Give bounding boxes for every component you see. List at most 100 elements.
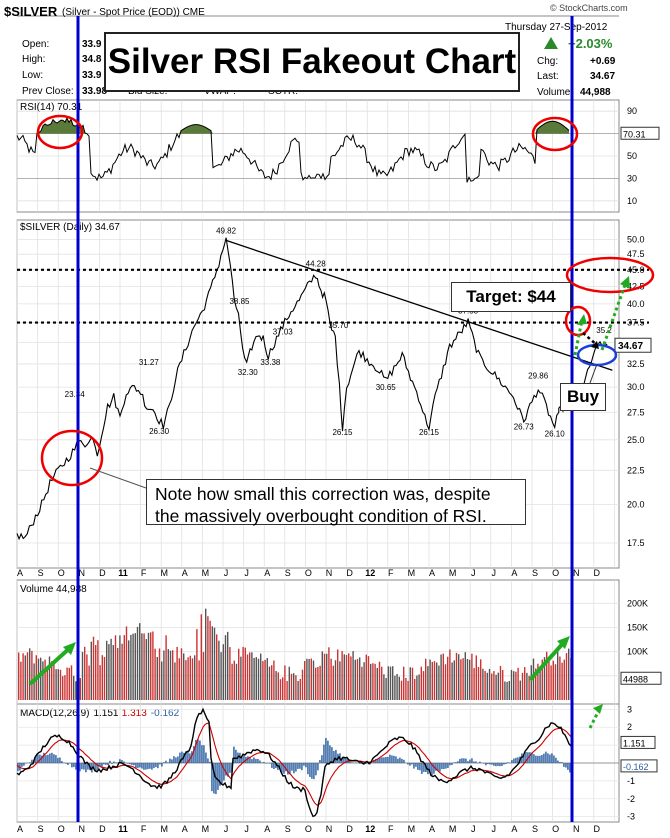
annotations bbox=[28, 16, 655, 822]
x-tick-label-lower: A bbox=[182, 824, 188, 834]
macd-histogram-bar bbox=[403, 759, 405, 763]
volume-bar bbox=[493, 671, 495, 700]
macd-hist-current-value: -0.162 bbox=[623, 762, 649, 772]
macd-histogram-bar bbox=[329, 745, 331, 763]
x-tick-label-lower: M bbox=[202, 824, 210, 834]
volume-bar bbox=[350, 656, 352, 700]
volume-bar bbox=[231, 663, 233, 700]
x-tick-label-upper: A bbox=[511, 568, 517, 578]
macd-histogram-bar bbox=[85, 763, 87, 773]
volume-bar bbox=[497, 672, 499, 700]
volume-bar bbox=[414, 678, 416, 700]
price-value-label: 31.27 bbox=[139, 358, 160, 367]
volume-bar bbox=[466, 658, 469, 700]
macd-histogram-bar bbox=[167, 762, 169, 763]
x-tick-label-lower: N bbox=[326, 824, 333, 834]
macd-tick-label: 3 bbox=[627, 704, 632, 714]
volume-bar bbox=[42, 661, 44, 700]
volume-bar bbox=[68, 667, 70, 700]
volume-bar bbox=[216, 634, 218, 700]
volume-bar bbox=[539, 668, 541, 700]
macd-histogram-bar bbox=[437, 763, 439, 772]
volume-bar bbox=[387, 666, 389, 700]
price-tick-label: 27.5 bbox=[627, 407, 645, 417]
macd-histogram-bar bbox=[495, 763, 497, 767]
macd-histogram-bar bbox=[295, 763, 297, 772]
macd-histogram-bar bbox=[281, 763, 283, 773]
volume-bar bbox=[548, 660, 550, 700]
volume-bar bbox=[273, 660, 275, 700]
volume-bar bbox=[565, 653, 568, 700]
volume-bar bbox=[145, 639, 147, 700]
x-tick-label-lower: A bbox=[511, 824, 517, 834]
volume-bar bbox=[491, 673, 493, 700]
volume-bar bbox=[244, 647, 246, 700]
macd-histogram-bar bbox=[455, 762, 457, 763]
volume-bar bbox=[317, 666, 319, 700]
volume-bar bbox=[464, 652, 466, 700]
price-value-label: 44.28 bbox=[306, 260, 327, 269]
macd-histogram-bar bbox=[51, 752, 53, 763]
macd-histogram-bar bbox=[159, 763, 161, 765]
macd-histogram-bar bbox=[309, 763, 311, 777]
macd-histogram-bar bbox=[129, 763, 131, 765]
macd-histogram-bar bbox=[141, 763, 143, 769]
macd-histogram-bar bbox=[119, 759, 121, 763]
macd-histogram-bar bbox=[453, 762, 455, 763]
macd-histogram-bar bbox=[197, 739, 199, 763]
macd-histogram-bar bbox=[499, 763, 501, 767]
x-tick-label-lower: N bbox=[79, 824, 86, 834]
macd-histogram-bar bbox=[435, 763, 437, 771]
volume-bar bbox=[48, 656, 51, 700]
macd-histogram-bar bbox=[513, 758, 515, 763]
green-volume-arrow bbox=[28, 644, 74, 686]
macd-histogram-bar bbox=[391, 755, 393, 763]
macd-histogram-bar bbox=[43, 752, 45, 763]
low-value: 33.9 bbox=[82, 70, 102, 81]
volume-bar bbox=[29, 648, 31, 700]
macd-histogram-bar bbox=[203, 745, 205, 763]
macd-histogram-bar bbox=[517, 757, 519, 763]
volume-bar bbox=[328, 647, 330, 700]
volume-bar bbox=[97, 640, 99, 700]
volume-bar bbox=[92, 636, 95, 700]
volume-bar bbox=[191, 658, 194, 700]
macd-histogram-bar bbox=[525, 752, 527, 763]
volume-bar bbox=[499, 665, 502, 700]
macd-histogram-bar bbox=[399, 757, 401, 763]
macd-histogram-bar bbox=[71, 763, 73, 768]
volume-bar bbox=[356, 659, 359, 700]
volume-bar bbox=[275, 671, 277, 700]
volume-bar bbox=[438, 665, 440, 700]
volume-value: 44,988 bbox=[580, 87, 611, 98]
macd-histogram-bar bbox=[319, 759, 321, 763]
macd-histogram-bar bbox=[417, 763, 419, 770]
macd-histogram-bar bbox=[251, 759, 253, 763]
x-tick-label-upper: J bbox=[492, 568, 497, 578]
macd-histogram-bar bbox=[171, 759, 173, 763]
macd-histogram-bar bbox=[139, 763, 141, 768]
volume-bar bbox=[293, 673, 295, 700]
macd-histogram-bar bbox=[143, 763, 145, 770]
macd-tick-label: -3 bbox=[627, 812, 635, 822]
volume-bar bbox=[376, 667, 378, 700]
macd-histogram-bar bbox=[461, 758, 463, 763]
macd-histogram-bar bbox=[269, 763, 271, 764]
volume-bar bbox=[343, 654, 345, 700]
volume-bar bbox=[165, 635, 167, 700]
volume-bar bbox=[363, 662, 365, 700]
macd-histogram-bar bbox=[39, 754, 41, 763]
volume-bar bbox=[180, 648, 183, 700]
volume-bar bbox=[315, 667, 317, 700]
macd-current-value: 1.151 bbox=[623, 738, 646, 748]
volume-bar bbox=[378, 661, 381, 700]
macd-histogram-bar bbox=[323, 744, 325, 763]
macd-histogram-bar bbox=[313, 763, 315, 780]
highlight-circle bbox=[531, 116, 579, 152]
price-value-label: 26.15 bbox=[419, 428, 440, 437]
x-tick-label-upper: M bbox=[160, 568, 168, 578]
macd-histogram-value: -0.162 bbox=[151, 708, 180, 719]
volume-bar bbox=[469, 659, 471, 700]
volume-bar bbox=[460, 659, 462, 700]
macd-histogram-bar bbox=[469, 759, 471, 763]
